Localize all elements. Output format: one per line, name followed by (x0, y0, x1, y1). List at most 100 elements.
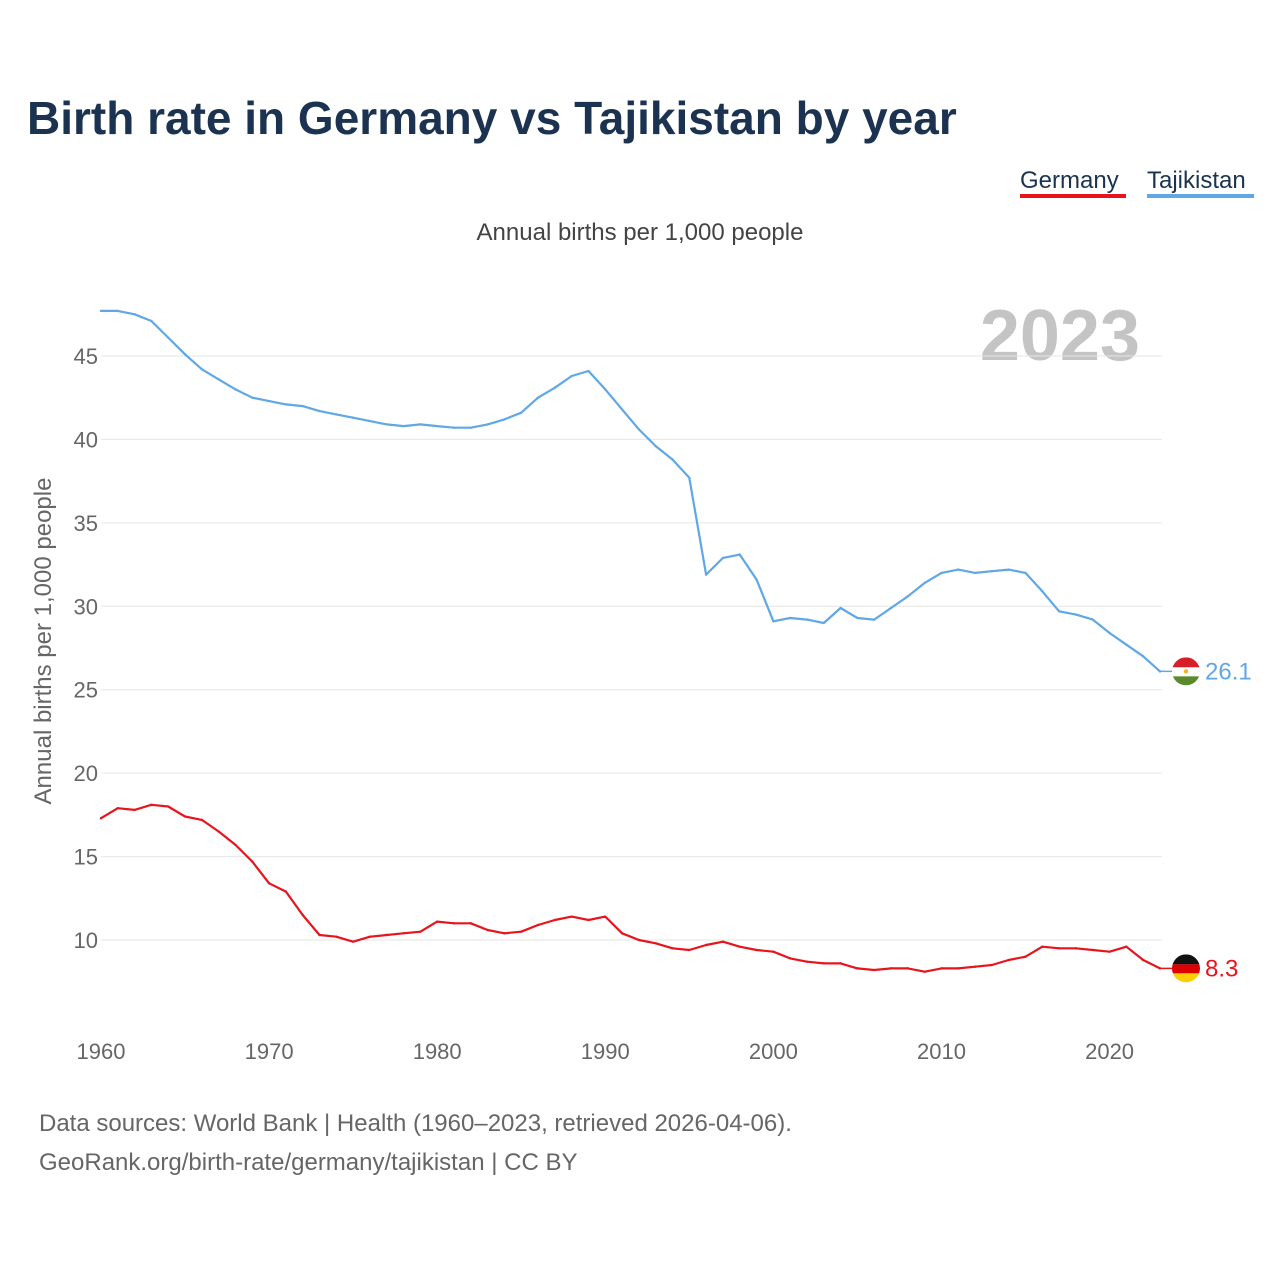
data-point (99, 816, 103, 820)
x-tick-label: 1990 (581, 1039, 630, 1064)
data-point (452, 426, 456, 429)
data-point (671, 458, 674, 461)
data-point (788, 957, 792, 960)
data-point (150, 803, 153, 807)
data-point (553, 918, 557, 922)
data-point (385, 933, 388, 937)
chart-title: Birth rate in Germany vs Tajikistan by y… (27, 92, 957, 144)
data-point (721, 940, 725, 943)
legend-item-tajikistan[interactable]: Tajikistan (1147, 167, 1254, 198)
data-point (587, 369, 590, 373)
data-point (486, 423, 489, 426)
data-point (788, 616, 792, 620)
data-point (805, 960, 809, 963)
data-point (1041, 590, 1044, 593)
data-point (200, 368, 204, 371)
data-point (1074, 613, 1078, 616)
data-point (1074, 947, 1078, 950)
data-point (957, 568, 960, 571)
data-point (587, 918, 590, 922)
y-tick-label: 35 (74, 511, 98, 536)
data-point (772, 950, 775, 953)
legend-item-germany[interactable]: Germany (1020, 167, 1126, 198)
data-point (620, 932, 624, 935)
data-point (133, 808, 136, 812)
data-point (671, 947, 674, 950)
data-point (435, 424, 439, 428)
data-point (150, 319, 153, 323)
legend-label-tajikistan: Tajikistan (1147, 167, 1246, 194)
data-point (1125, 945, 1128, 948)
data-point (1024, 955, 1027, 958)
x-tick-label: 2020 (1085, 1039, 1134, 1064)
x-tick-label: 1980 (413, 1039, 462, 1064)
data-point (116, 309, 120, 313)
data-point (957, 967, 960, 970)
y-tick-label: 20 (74, 761, 98, 786)
data-point (318, 409, 321, 413)
data-point (217, 378, 220, 381)
data-point (183, 353, 187, 356)
data-point (1091, 948, 1094, 952)
end-label-germany: 8.3 (1205, 955, 1238, 982)
data-point (267, 882, 271, 885)
x-tick-label: 2010 (917, 1039, 966, 1064)
data-point (688, 476, 691, 480)
end-label-tajikistan: 26.1 (1205, 658, 1252, 685)
y-axis-ticks: 10 15 20 25 30 35 40 45 (74, 344, 98, 953)
data-point (1125, 643, 1128, 646)
data-point (335, 413, 338, 416)
footer-source: Data sources: World Bank | Health (1960–… (39, 1110, 792, 1137)
series-line-tajikistan[interactable] (99, 309, 1162, 673)
data-point (520, 930, 523, 933)
series-points-germany (99, 803, 1162, 973)
data-point (637, 938, 641, 942)
data-point (805, 618, 809, 621)
y-tick-label: 40 (74, 427, 98, 452)
data-point (536, 923, 540, 927)
grid (101, 355, 1162, 941)
data-point (301, 404, 304, 408)
data-point (654, 942, 657, 945)
data-point (755, 948, 758, 952)
data-point (99, 309, 103, 313)
data-point (1091, 618, 1094, 621)
data-point (503, 418, 506, 421)
data-point (452, 922, 456, 925)
data-point (234, 388, 237, 391)
end-markers: 8.3 26.1 (1160, 657, 1252, 983)
data-point (973, 965, 977, 968)
data-point (856, 967, 859, 970)
footer-link[interactable]: GeoRank.org/birth-rate/germany/tajikista… (39, 1149, 577, 1176)
data-point (940, 967, 943, 970)
x-tick-label: 2000 (749, 1039, 798, 1064)
y-tick-label: 30 (74, 594, 98, 619)
data-point (923, 581, 926, 585)
data-point (1007, 958, 1010, 962)
data-point (469, 922, 473, 925)
data-point (570, 374, 573, 378)
chart-subtitle: Annual births per 1,000 people (477, 219, 804, 246)
y-tick-label: 15 (74, 845, 98, 870)
series-line-germany[interactable] (99, 803, 1162, 973)
data-point (553, 386, 557, 389)
legend: Germany Tajikistan (1020, 167, 1254, 198)
data-point (503, 932, 506, 935)
data-point (604, 388, 607, 391)
data-point (688, 948, 691, 952)
data-point (620, 408, 624, 411)
data-point (536, 396, 540, 399)
data-point (318, 933, 321, 937)
series-lines (99, 309, 1162, 973)
data-point (873, 968, 876, 972)
data-point (284, 890, 288, 893)
data-point (873, 618, 876, 621)
tajikistan-flag-icon (1172, 657, 1200, 686)
data-point (721, 556, 725, 560)
data-point (1024, 571, 1027, 575)
data-point (856, 616, 859, 620)
data-point (839, 962, 842, 965)
data-point (284, 403, 288, 406)
data-point (469, 426, 473, 429)
data-point (906, 595, 910, 598)
